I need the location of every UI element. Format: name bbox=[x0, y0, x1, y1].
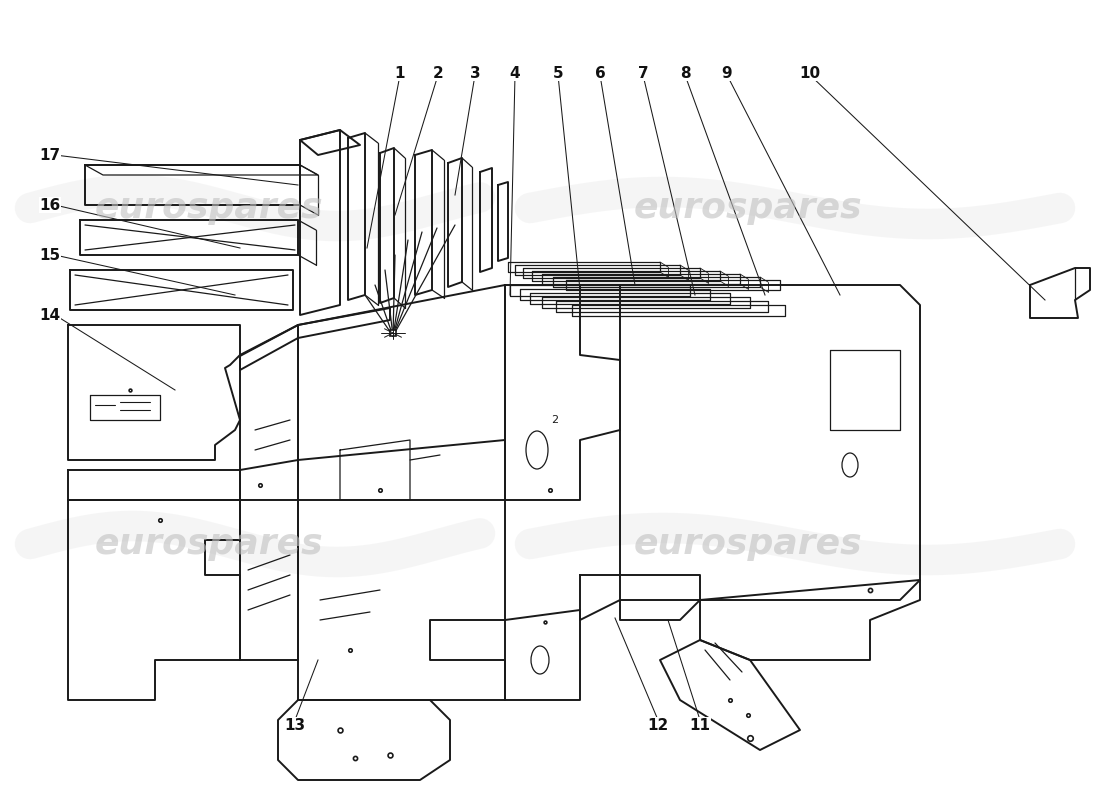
Text: 10: 10 bbox=[800, 66, 821, 81]
Text: 16: 16 bbox=[40, 198, 60, 213]
Text: 11: 11 bbox=[690, 718, 711, 733]
Text: 7: 7 bbox=[638, 66, 648, 81]
Text: eurospares: eurospares bbox=[95, 191, 323, 225]
Text: 13: 13 bbox=[285, 718, 306, 733]
Text: 9: 9 bbox=[722, 66, 733, 81]
Text: 14: 14 bbox=[40, 307, 60, 322]
Text: 6: 6 bbox=[595, 66, 605, 81]
Text: 2: 2 bbox=[551, 415, 559, 425]
Text: 17: 17 bbox=[40, 147, 60, 162]
Text: 4: 4 bbox=[509, 66, 520, 81]
Text: 3: 3 bbox=[470, 66, 481, 81]
Text: 8: 8 bbox=[680, 66, 691, 81]
Text: eurospares: eurospares bbox=[95, 527, 323, 561]
Text: eurospares: eurospares bbox=[634, 527, 862, 561]
Text: 15: 15 bbox=[40, 247, 60, 262]
Text: 2: 2 bbox=[432, 66, 443, 81]
Text: 5: 5 bbox=[552, 66, 563, 81]
Text: 1: 1 bbox=[395, 66, 405, 81]
Text: 12: 12 bbox=[648, 718, 669, 733]
Text: eurospares: eurospares bbox=[634, 191, 862, 225]
